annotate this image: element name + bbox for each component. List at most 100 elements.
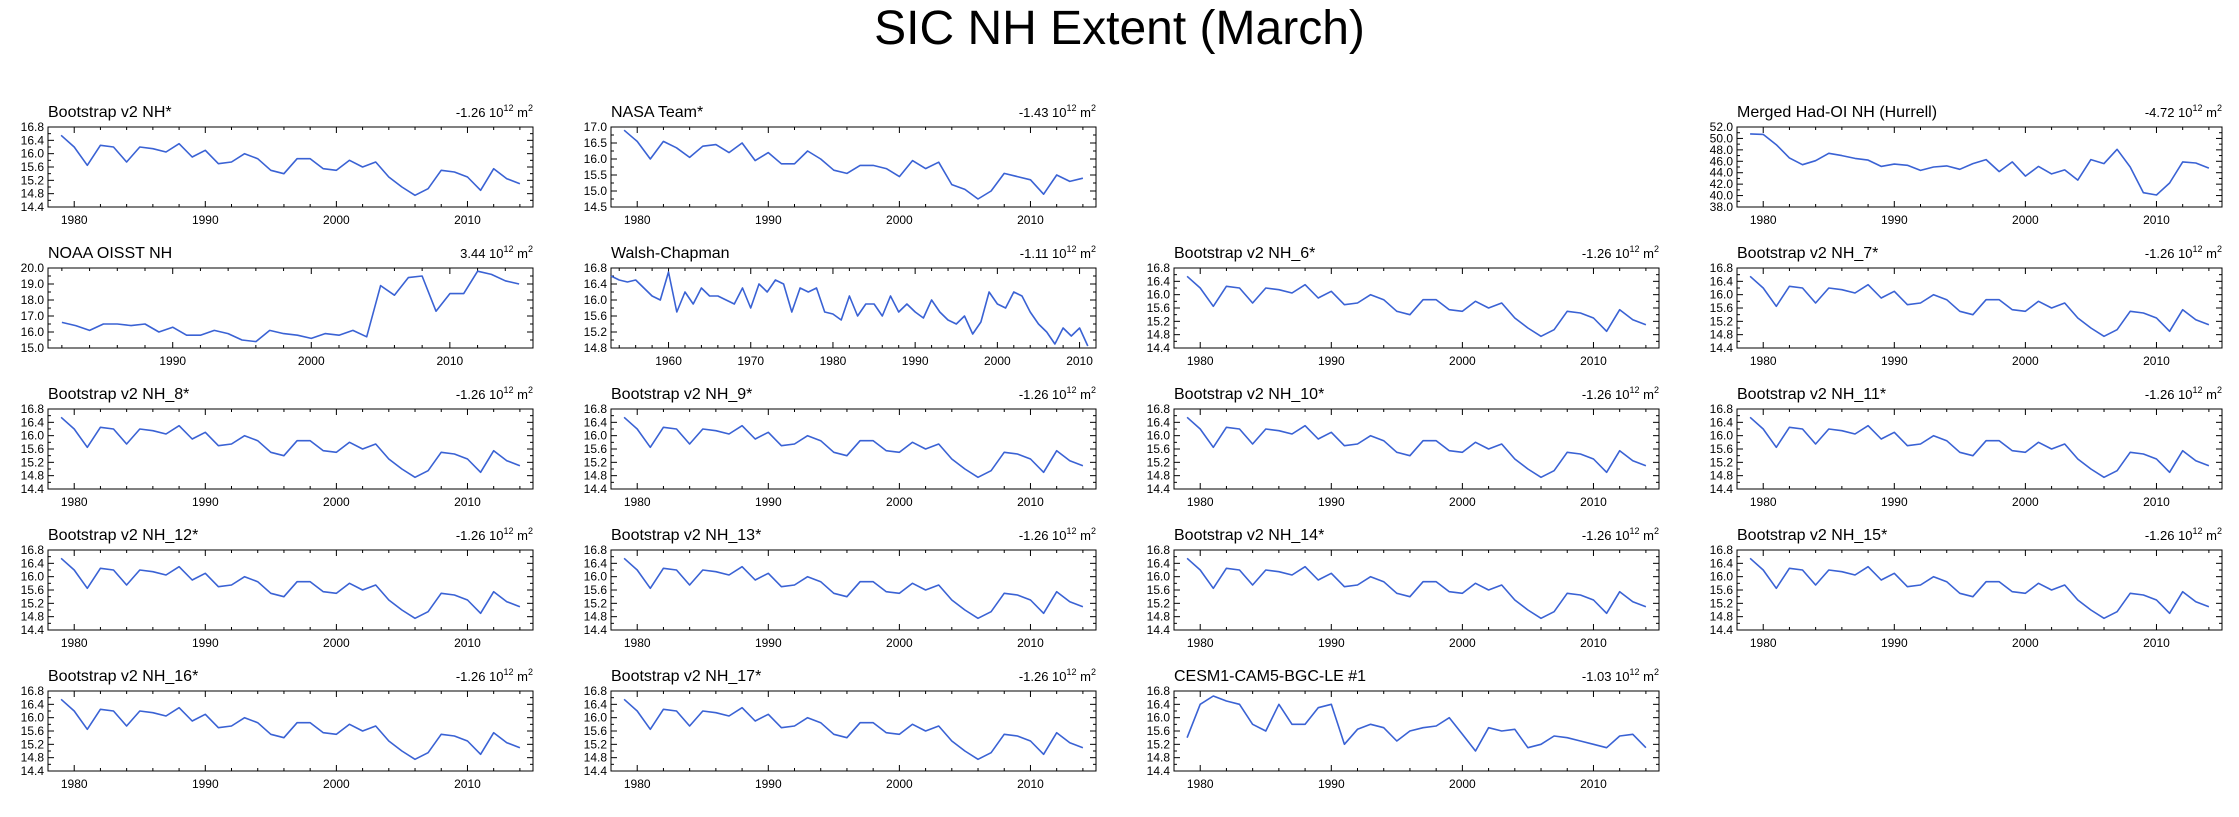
y-tick-label: 16.4 [21, 133, 45, 147]
x-tick-label: 1980 [1187, 354, 1214, 368]
plot-frame [1173, 690, 1660, 772]
panel-title: Bootstrap v2 NH_11* [1737, 386, 1886, 403]
plot-frame [610, 126, 1097, 208]
y-tick-label: 14.8 [584, 610, 608, 624]
y-tick-label: 50.0 [1710, 131, 1734, 145]
x-tick-label: 2000 [1449, 636, 1476, 650]
panel-title: Bootstrap v2 NH_16* [48, 668, 198, 685]
trend-value: -1.26 10 [2145, 528, 2193, 543]
y-tick-label: 16.8 [584, 543, 608, 557]
series-line [60, 557, 521, 620]
x-tick-label: 1980 [61, 777, 88, 791]
trend-unit-exponent: 2 [1091, 667, 1096, 677]
x-tick-label: 2000 [886, 636, 913, 650]
y-tick-label: 14.5 [584, 200, 608, 214]
y-tick-label: 44.0 [1710, 166, 1734, 180]
trend-label: -1.11 1012 m2 [1020, 244, 1096, 261]
y-tick-label: 15.6 [1147, 583, 1171, 597]
chart-panel: CESM1-CAM5-BGC-LE #1 -1.03 1012 m2 14.414.… [1147, 667, 1660, 791]
trend-unit: m [514, 528, 528, 543]
y-tick-label: 16.4 [1710, 274, 1734, 288]
x-tick-label: 2000 [323, 495, 350, 509]
series-line [60, 416, 521, 479]
x-tick-label: 1980 [624, 495, 651, 509]
y-tick-label: 15.6 [584, 724, 608, 738]
plot-frame [47, 267, 534, 349]
y-tick-label: 14.8 [21, 610, 45, 624]
trend-unit: m [2203, 387, 2217, 402]
y-tick-label: 16.0 [21, 570, 45, 584]
x-tick-label: 1980 [1187, 777, 1214, 791]
x-tick-label: 1980 [1750, 636, 1777, 650]
x-tick-label: 2000 [1449, 777, 1476, 791]
trend-value: -1.26 10 [456, 669, 504, 684]
x-tick-label: 1980 [1750, 213, 1777, 227]
x-tick-label: 2000 [323, 777, 350, 791]
series-line [1749, 416, 2210, 479]
trend-unit: m [1077, 669, 1091, 684]
series-line [60, 134, 521, 197]
y-tick-label: 16.0 [1147, 570, 1171, 584]
x-tick-label: 1990 [755, 636, 782, 650]
y-tick-label: 15.5 [584, 168, 608, 182]
x-tick-label: 2010 [1017, 636, 1044, 650]
x-tick-label: 1990 [1318, 777, 1345, 791]
chart-panel: Bootstrap v2 NH_13* -1.26 1012 m2 14.414.8… [584, 526, 1097, 650]
trend-label: -1.43 1012 m2 [1019, 103, 1096, 120]
x-tick-label: 2010 [2143, 495, 2170, 509]
chart-panel: Bootstrap v2 NH_8* -1.26 1012 m214.414.81… [21, 385, 534, 509]
trend-exponent: 12 [1067, 385, 1077, 395]
trend-exponent: 12 [2193, 103, 2203, 113]
chart-panel: Bootstrap v2 NH_12* -1.26 1012 m2 14.414.8… [21, 526, 534, 650]
trend-value: -1.43 10 [1019, 105, 1067, 120]
y-tick-label: 16.8 [1147, 261, 1171, 275]
trend-exponent: 12 [1630, 526, 1640, 536]
x-tick-label: 1990 [1881, 354, 1908, 368]
trend-label: -1.26 1012 m2 [1582, 244, 1659, 261]
trend-unit: m [1640, 387, 1654, 402]
y-tick-label: 15.6 [21, 442, 45, 456]
x-tick-label: 2000 [1449, 495, 1476, 509]
trend-value: -4.72 10 [2145, 105, 2193, 120]
x-tick-label: 1980 [624, 213, 651, 227]
x-tick-label: 2000 [323, 213, 350, 227]
y-tick-label: 14.8 [21, 187, 45, 201]
y-tick-label: 15.2 [1710, 455, 1734, 469]
trend-unit: m [514, 387, 528, 402]
y-tick-label: 16.8 [1710, 402, 1734, 416]
panel-title: Bootstrap v2 NH_12* [48, 527, 198, 544]
y-tick-label: 16.0 [584, 711, 608, 725]
x-tick-label: 2010 [1017, 777, 1044, 791]
trend-value: -1.11 10 [1020, 246, 1067, 261]
trend-label: -1.26 1012 m2 [1582, 385, 1659, 402]
x-tick-label: 2000 [2012, 495, 2039, 509]
y-tick-label: 16.8 [1147, 684, 1171, 698]
y-tick-label: 15.6 [1710, 583, 1734, 597]
y-tick-label: 14.4 [21, 764, 45, 778]
x-tick-label: 1990 [192, 213, 219, 227]
trend-unit: m [1077, 246, 1091, 261]
y-tick-label: 16.8 [584, 402, 608, 416]
y-tick-label: 16.4 [584, 415, 608, 429]
x-tick-label: 2010 [437, 354, 464, 368]
y-tick-label: 14.4 [584, 482, 608, 496]
panel-title: Bootstrap v2 NH* [48, 104, 172, 121]
series-line [623, 698, 1084, 761]
y-tick-label: 16.0 [1147, 288, 1171, 302]
y-tick-label: 16.4 [584, 697, 608, 711]
y-tick-label: 40.0 [1710, 189, 1734, 203]
trend-exponent: 12 [1067, 526, 1077, 536]
y-tick-label: 15.2 [1147, 314, 1171, 328]
y-tick-label: 16.8 [21, 684, 45, 698]
trend-exponent: 12 [2193, 385, 2203, 395]
y-tick-label: 15.0 [21, 341, 45, 355]
series-line [1749, 275, 2210, 338]
y-tick-label: 16.0 [584, 152, 608, 166]
x-tick-label: 1990 [1881, 213, 1908, 227]
y-tick-label: 14.4 [1147, 764, 1171, 778]
trend-value: -1.26 10 [456, 528, 504, 543]
y-tick-label: 16.4 [1710, 556, 1734, 570]
x-tick-label: 1980 [1187, 636, 1214, 650]
plot-frame [1736, 126, 2223, 208]
y-tick-label: 15.6 [1710, 442, 1734, 456]
